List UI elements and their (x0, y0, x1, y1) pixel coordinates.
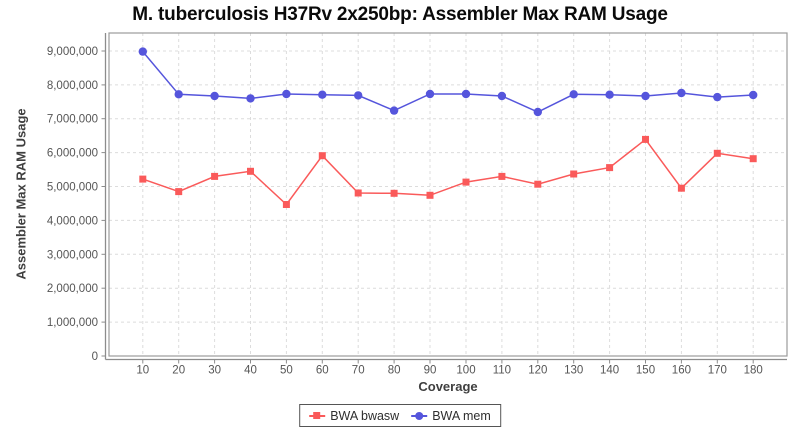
data-point-bwa-bwasw (426, 191, 434, 199)
data-point-bwa-bwasw (211, 172, 219, 180)
x-tick-label: 20 (172, 365, 185, 377)
x-tick-label: 110 (493, 365, 511, 377)
legend-item-bwa-mem: BWA mem (411, 409, 491, 423)
data-point-bwa-bwasw (390, 189, 398, 197)
axes (104, 32, 788, 361)
data-point-bwa-bwasw (498, 172, 506, 180)
data-point-bwa-mem (138, 47, 147, 56)
data-point-bwa-bwasw (642, 135, 649, 143)
x-tick-label: 80 (388, 365, 401, 377)
data-point-bwa-mem (246, 94, 255, 103)
data-point-bwa-bwasw (534, 180, 542, 188)
data-point-bwa-mem (425, 89, 435, 99)
data-point-bwa-bwasw (318, 152, 326, 160)
y-tick-label: 1,000,000 (47, 317, 98, 329)
data-point-bwa-mem (533, 107, 542, 117)
data-point-bwa-bwasw (570, 170, 578, 178)
legend-label-bwa-mem: BWA mem (432, 408, 491, 423)
data-point-bwa-bwasw (462, 178, 470, 186)
legend-label-bwa-bwasw: BWA bwasw (330, 408, 400, 423)
x-tick-label: 30 (208, 365, 221, 377)
data-point-bwa-mem (677, 88, 686, 98)
y-tick-label: 2,000,000 (47, 283, 98, 295)
x-tick-label: 120 (528, 365, 547, 377)
data-point-bwa-bwasw (139, 175, 147, 183)
y-tick-label: 8,000,000 (47, 80, 98, 92)
x-tick-label: 70 (352, 365, 365, 377)
x-axis-title: Coverage (418, 379, 478, 394)
data-point-bwa-mem (174, 90, 183, 99)
y-tick-label: 6,000,000 (47, 148, 98, 160)
x-tick-label: 60 (316, 365, 329, 377)
data-point-bwa-bwasw (175, 188, 183, 196)
data-point-bwa-mem (354, 91, 363, 100)
data-point-bwa-bwasw (606, 164, 614, 172)
data-point-bwa-bwasw (247, 167, 254, 175)
data-point-bwa-mem (497, 91, 507, 101)
data-point-bwa-bwasw (282, 201, 290, 208)
x-axis-ticks: 10 20 30 40 50 60 70 80 90 100 110 120 130 140 150 160 1… (136, 359, 763, 377)
data-point-bwa-bwasw (354, 189, 362, 197)
data-point-bwa-mem (282, 89, 291, 99)
y-tick-label: 4,000,000 (47, 215, 98, 227)
data-point-bwa-mem (569, 90, 578, 99)
data-point-bwa-mem (749, 90, 758, 100)
chart-title: M. tuberculosis H37Rv 2x250bp: Assembler… (132, 4, 668, 25)
legend-item-bwa-bwasw: BWA bwasw (309, 409, 399, 423)
data-point-bwa-mem (318, 90, 327, 99)
bwa-mem-circle-marker-icon (411, 411, 428, 421)
data-point-bwa-mem (389, 106, 399, 115)
x-tick-label: 130 (564, 365, 583, 377)
y-tick-label: 9,000,000 (47, 46, 98, 58)
x-tick-label: 40 (244, 365, 257, 377)
gridlines (109, 33, 787, 356)
y-axis-ticks: 0 1,000,000 2,000,000 3,000,000 4,000,000 5,0… (47, 46, 106, 363)
x-tick-label: 170 (708, 365, 727, 377)
y-tick-label: 5,000,000 (47, 182, 98, 194)
data-point-bwa-mem (605, 90, 614, 99)
series-bwa-mem (138, 47, 758, 117)
x-tick-label: 140 (600, 365, 619, 377)
x-tick-label: 150 (636, 365, 655, 377)
data-point-bwa-bwasw (677, 184, 685, 192)
y-tick-label: 0 (92, 351, 98, 363)
data-point-bwa-mem (210, 91, 219, 101)
legend: BWA bwasw BWA mem (299, 404, 501, 427)
y-tick-label: 3,000,000 (47, 249, 98, 261)
x-tick-label: 180 (744, 365, 763, 377)
y-axis-title: Assembler Max RAM Usage (13, 108, 29, 280)
bwa-bwasw-square-marker-icon (309, 411, 326, 421)
data-point-bwa-bwasw (749, 155, 757, 163)
data-point-bwa-mem (713, 92, 722, 102)
series-bwa-bwasw (139, 135, 757, 208)
data-point-bwa-mem (461, 89, 471, 99)
data-point-bwa-bwasw (713, 149, 721, 157)
data-point-bwa-mem (641, 91, 650, 101)
x-tick-label: 10 (136, 365, 149, 377)
x-tick-label: 160 (672, 365, 691, 377)
x-tick-label: 50 (280, 365, 293, 377)
x-tick-label: 90 (424, 365, 437, 377)
y-tick-label: 7,000,000 (47, 114, 98, 126)
x-tick-label: 100 (456, 365, 475, 377)
